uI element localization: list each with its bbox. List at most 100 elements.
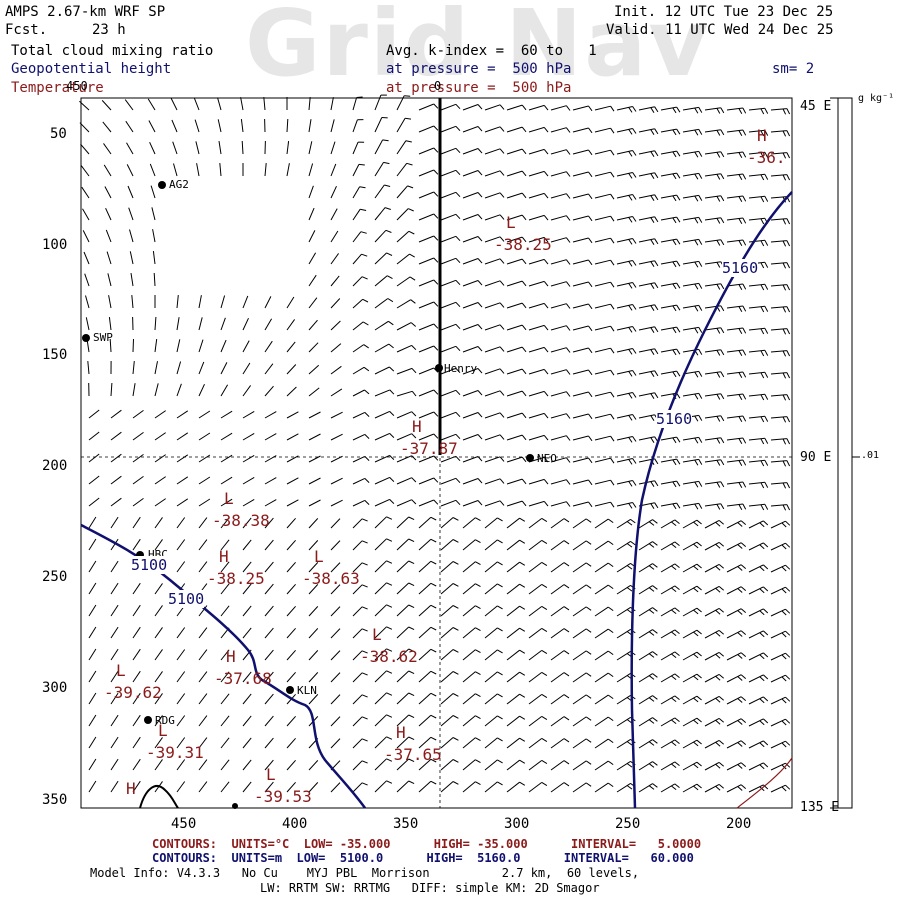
y-tick: 250 <box>42 569 68 585</box>
wind-barb <box>286 163 290 177</box>
wind-barb-flag <box>785 674 791 680</box>
wind-barb-flag <box>672 371 677 378</box>
wind-barb-flag <box>497 693 503 698</box>
wind-barb <box>550 479 567 485</box>
wind-barb-flag <box>715 697 721 703</box>
wind-barb <box>352 782 363 793</box>
wind-barb <box>330 628 341 639</box>
wind-barb-flag <box>475 583 481 588</box>
wind-barb <box>110 538 119 551</box>
wind-barb-flag <box>610 435 615 442</box>
wind-barb <box>396 604 410 617</box>
wind-barb-flag <box>361 540 368 544</box>
wind-barb-flag <box>499 302 505 308</box>
wind-barb-flag <box>694 195 699 202</box>
wind-barb-flag <box>386 692 393 696</box>
center-value: -37.87 <box>400 439 458 458</box>
wind-barb-flag <box>585 562 592 567</box>
wind-barb-flag <box>782 394 787 401</box>
wind-barb-flag <box>588 413 593 420</box>
wind-barb-flag <box>676 480 681 487</box>
wind-barb-flag <box>499 434 505 440</box>
wind-barb-flag <box>740 652 747 657</box>
station-label: NEO <box>537 452 557 465</box>
wind-barb <box>594 540 609 551</box>
wind-barb <box>308 672 319 683</box>
wind-barb <box>704 541 720 551</box>
wind-barb-flag <box>698 129 703 135</box>
wind-barb-flag <box>718 718 725 723</box>
station-marker[interactable] <box>82 334 90 342</box>
wind-barb <box>176 361 182 375</box>
wind-barb-flag <box>693 521 699 527</box>
wind-barb <box>330 253 340 265</box>
wind-barb-flag <box>632 392 637 398</box>
wind-barb-flag <box>652 563 658 568</box>
wind-barb-flag <box>411 368 417 374</box>
wind-barb-flag <box>543 193 549 199</box>
station-marker[interactable] <box>435 364 443 372</box>
wind-barb <box>638 651 653 661</box>
wind-barb-flag <box>626 587 633 592</box>
station-marker[interactable] <box>286 686 294 694</box>
wind-barb <box>704 607 720 617</box>
station-marker[interactable] <box>526 454 534 462</box>
wind-barb-flag <box>648 521 655 526</box>
station-marker[interactable] <box>144 716 152 724</box>
station-marker[interactable] <box>232 803 238 809</box>
wind-barb-flag <box>674 563 680 568</box>
wind-barb-flag <box>694 481 699 488</box>
wind-barb <box>396 692 410 705</box>
wind-barb <box>748 415 765 419</box>
wind-barb-flag <box>737 654 743 659</box>
wind-barb <box>264 455 277 463</box>
wind-barb <box>484 192 501 199</box>
wind-barb-flag <box>672 437 677 444</box>
wind-barb-flag <box>718 696 725 701</box>
wind-barb <box>154 583 163 595</box>
wind-barb-flag <box>715 719 721 725</box>
wind-barb-flag <box>389 499 395 504</box>
wind-barb-flag <box>764 394 769 400</box>
wind-barb <box>506 258 523 265</box>
wind-barb-flag <box>786 482 791 489</box>
wind-barb <box>748 151 765 155</box>
wind-barb <box>242 476 255 485</box>
wind-barb-flag <box>693 587 699 593</box>
wind-barb <box>198 498 211 507</box>
wind-barb-flag <box>654 282 659 289</box>
wind-barb <box>198 476 211 485</box>
wind-barb-flag <box>626 609 633 614</box>
wind-barb <box>704 261 721 265</box>
wind-barb <box>418 604 432 617</box>
wind-barb <box>770 564 786 573</box>
wind-barb-flag <box>698 239 703 245</box>
wind-barb <box>594 259 611 265</box>
wind-barb-flag <box>760 108 765 115</box>
wind-barb <box>264 781 274 793</box>
wind-barb <box>484 605 498 617</box>
wind-barb <box>352 231 362 243</box>
wind-barb <box>129 229 134 243</box>
wind-barb-flag <box>608 628 614 634</box>
wind-barb-flag <box>361 738 368 742</box>
wind-barb <box>770 520 786 529</box>
wind-barb-flag <box>760 416 765 423</box>
wind-barb-flag <box>358 163 365 166</box>
wind-barb <box>440 235 457 243</box>
wind-barb <box>594 193 611 199</box>
wind-barb <box>748 239 765 243</box>
wind-barb <box>217 119 222 133</box>
wind-barb-flag <box>782 174 787 181</box>
wind-barb-flag <box>737 786 743 791</box>
wind-barb-flag <box>610 303 615 310</box>
wind-barb <box>528 148 545 155</box>
wind-barb <box>176 317 180 331</box>
wind-barb-flag <box>632 370 637 376</box>
wind-barb-flag <box>782 482 787 489</box>
wind-barb <box>352 694 363 705</box>
wind-barb <box>132 409 144 419</box>
wind-barb <box>85 317 90 331</box>
station-marker[interactable] <box>158 181 166 189</box>
